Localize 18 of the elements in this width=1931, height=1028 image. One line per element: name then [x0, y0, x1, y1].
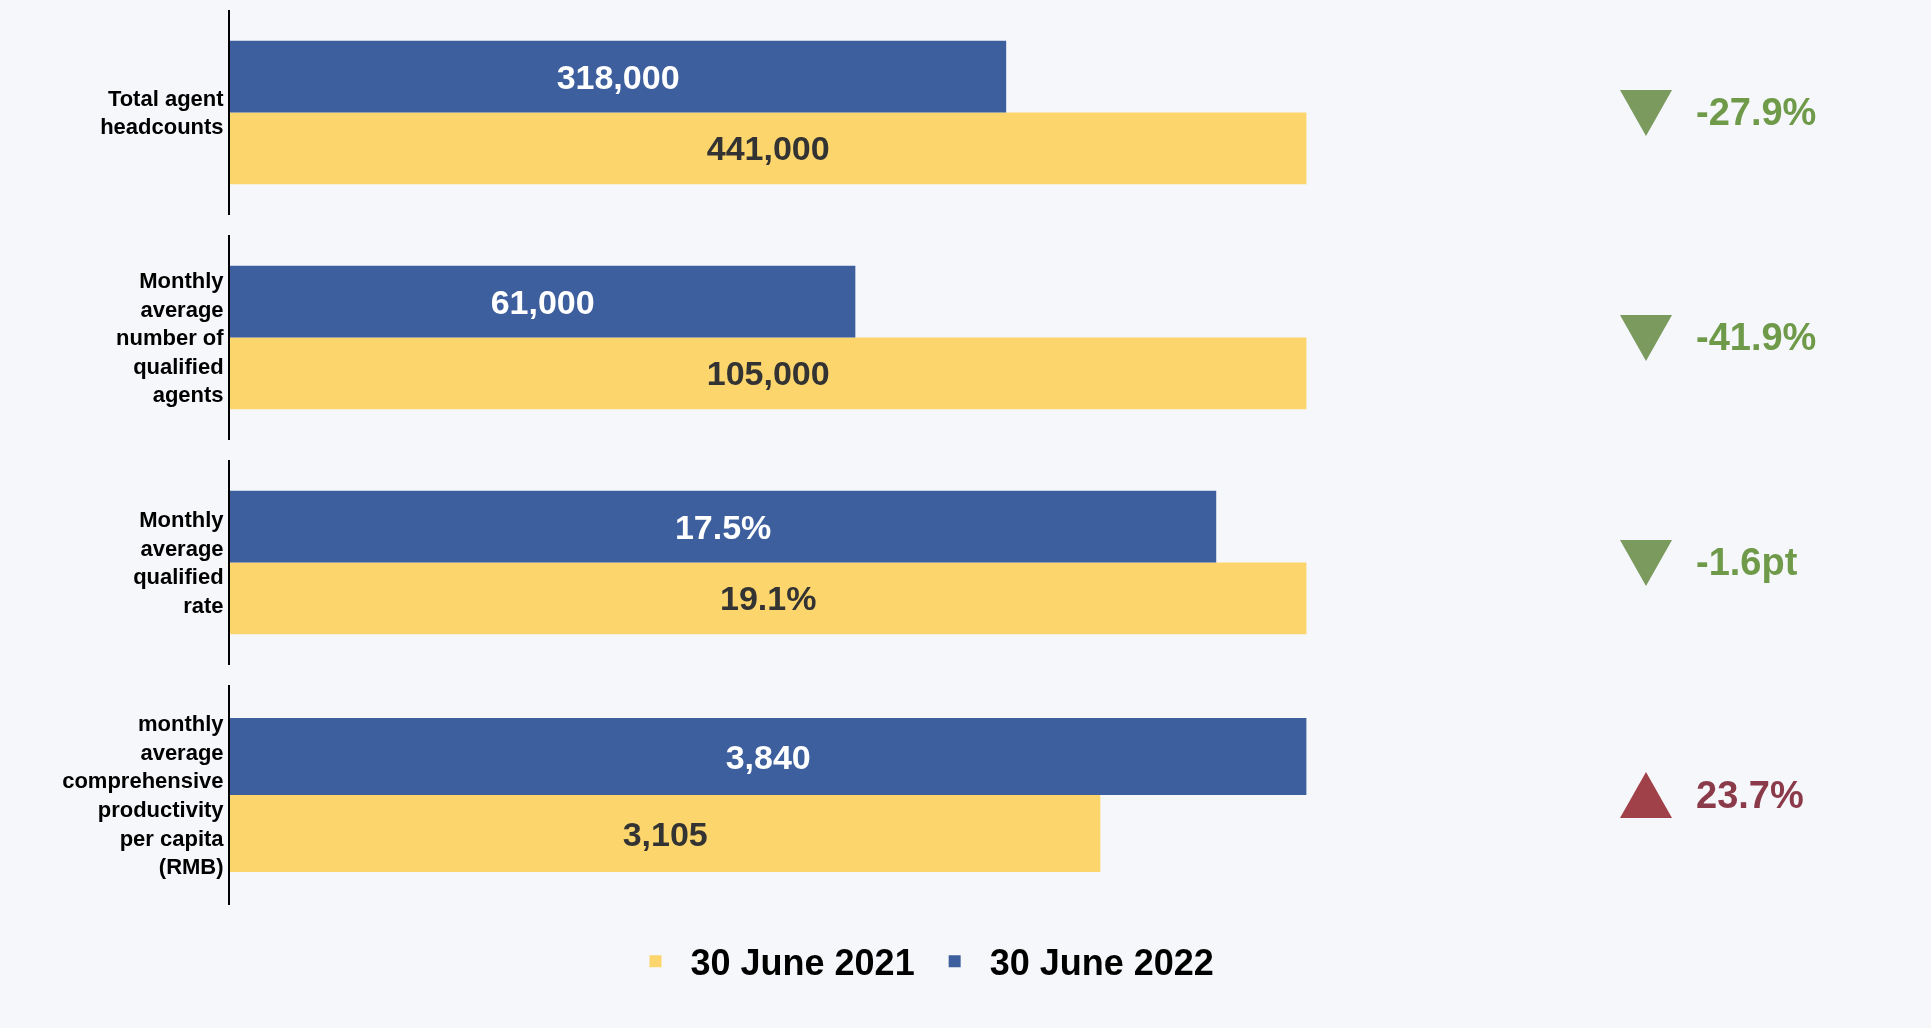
legend-label: 30 June 2022 — [989, 942, 1214, 984]
y-tick-label: Monthly average number of qualified agents — [116, 268, 225, 408]
data-label: 17.5% — [674, 507, 772, 546]
data-label: 3,105 — [622, 814, 708, 853]
text: 23.7% — [1696, 773, 1804, 817]
data-label: 61,000 — [490, 282, 595, 321]
data-label: 3,840 — [725, 737, 811, 776]
y-tick-label: Monthly average qualified rate — [133, 507, 225, 619]
text: -41.9% — [1696, 316, 1817, 359]
data-label: 105,000 — [706, 354, 830, 393]
text: -1.6pt — [1696, 541, 1798, 584]
data-label: 441,000 — [706, 129, 830, 168]
legend-label: 30 June 2021 — [690, 942, 915, 984]
y-tick-label: monthly average comprehensive productivity per capita (RMB) — [62, 711, 225, 880]
data-label: 318,000 — [556, 57, 680, 96]
text: -27.9% — [1696, 91, 1817, 134]
y-tick-label: Total agent headcounts — [100, 85, 225, 140]
data-label: 19.1% — [720, 579, 817, 618]
